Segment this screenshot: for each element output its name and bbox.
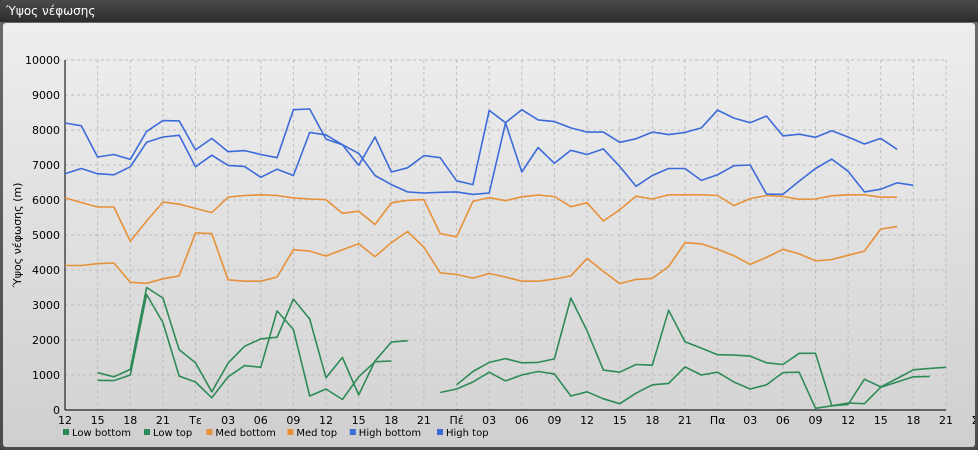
legend-swatch-med-bottom <box>206 429 213 435</box>
x-tick-label: 09 <box>808 414 822 427</box>
y-tick-label: 3000 <box>32 299 60 312</box>
x-tick-label: 15 <box>613 414 627 427</box>
axes: 0 1000 2000 3000 4000 5000 6000 7000 8000 9000 100… <box>25 54 975 427</box>
series-line-low-top <box>97 286 947 407</box>
window-title: Ύψος νέφωσης <box>0 0 978 22</box>
y-axis-label: Ύψος νέφωσης (m) <box>11 183 24 289</box>
series-lines <box>64 108 947 410</box>
x-tick-label: 03 <box>482 414 496 427</box>
legend-swatch-low-bottom <box>63 429 69 435</box>
y-tick-label: 4000 <box>32 264 60 277</box>
legend-label-low-top: Low top <box>153 428 192 439</box>
series-line-med-top <box>64 194 898 243</box>
legend-swatch-low-top <box>144 429 150 435</box>
x-tick-label: 12 <box>58 414 72 427</box>
x-tick-label: 18 <box>384 414 398 427</box>
y-tick-label: 0 <box>53 404 60 417</box>
y-tick-label: 7000 <box>32 159 60 172</box>
chart-panel: 0 1000 2000 3000 4000 5000 6000 7000 8000 9000 100… <box>3 23 975 447</box>
y-tick-label: 9000 <box>32 89 60 102</box>
x-tick-label: Τε <box>188 414 202 427</box>
x-tick-label: 15 <box>352 414 366 427</box>
y-tick-label: 2000 <box>32 334 60 347</box>
series-line-med-bottom <box>65 225 898 285</box>
x-tick-label: 03 <box>221 414 235 427</box>
x-tick-label: 15 <box>91 414 105 427</box>
x-tick-label: 12 <box>580 414 594 427</box>
x-tick-label: 21 <box>156 414 170 427</box>
x-tick-label: 21 <box>939 414 953 427</box>
legend-label-high-bottom: High bottom <box>359 428 421 439</box>
legend-swatch-high-top <box>437 429 443 435</box>
x-tick-label: 21 <box>417 414 431 427</box>
x-tick-label: 06 <box>254 414 268 427</box>
x-tick-label: 06 <box>515 414 529 427</box>
y-tick-label: 8000 <box>32 124 60 137</box>
x-tick-label: 06 <box>776 414 790 427</box>
y-tick-label: 6000 <box>32 194 60 207</box>
series-line-high-bottom <box>64 122 914 196</box>
x-tick-label: 18 <box>645 414 659 427</box>
x-tick-label: 03 <box>743 414 757 427</box>
x-tick-label: Πα <box>710 414 726 427</box>
y-tick-label: 1000 <box>32 369 60 382</box>
y-tick-label: 5000 <box>32 229 60 242</box>
x-tick-label: Σά <box>972 414 975 427</box>
x-tick-label: 18 <box>906 414 920 427</box>
x-tick-label: 12 <box>319 414 333 427</box>
x-tick-label: 09 <box>286 414 300 427</box>
x-tick-label: Πέ <box>449 414 463 427</box>
grid-lines <box>64 59 947 411</box>
line-chart: 0 1000 2000 3000 4000 5000 6000 7000 8000 9000 100… <box>11 54 975 439</box>
x-tick-label: 12 <box>841 414 855 427</box>
x-tick-label: 21 <box>678 414 692 427</box>
legend: Low bottom Low top Med bottom Med top High b… <box>63 428 489 439</box>
legend-swatch-med-top <box>287 429 294 435</box>
x-tick-label: 09 <box>547 414 561 427</box>
legend-label-med-bottom: Med bottom <box>215 428 275 439</box>
x-tick-label: 15 <box>874 414 888 427</box>
legend-label-low-bottom: Low bottom <box>72 428 131 439</box>
legend-label-med-top: Med top <box>296 428 337 439</box>
series-line-high-top <box>64 108 898 186</box>
y-tick-label: 10000 <box>25 54 60 67</box>
x-tick-label: 18 <box>123 414 137 427</box>
legend-swatch-high-bottom <box>349 429 356 435</box>
legend-label-high-top: High top <box>446 428 489 439</box>
